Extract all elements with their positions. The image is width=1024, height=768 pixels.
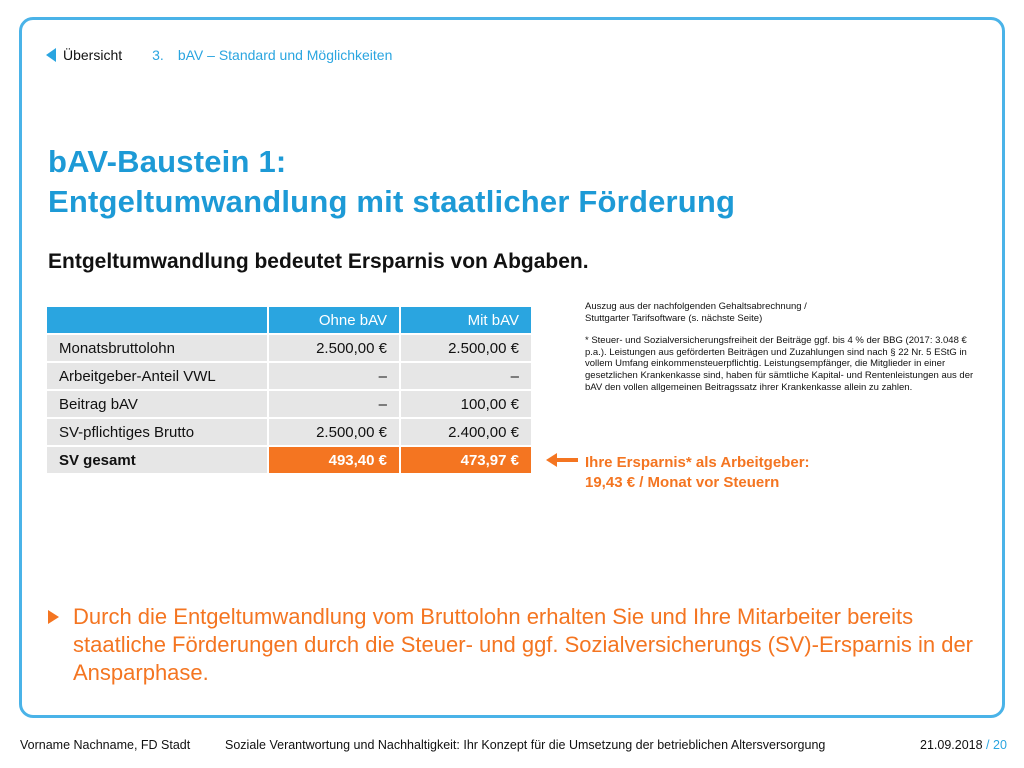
table-cell: –: [399, 363, 531, 389]
arrow-left-icon: [546, 453, 578, 467]
source-note-line1: Auszug aus der nachfolgenden Gehaltsabre…: [585, 301, 807, 312]
bullet-point: Durch die Entgeltumwandlung vom Bruttolo…: [48, 603, 988, 687]
section-number: 3.: [152, 47, 164, 63]
table-cell: SV-pflichtiges Brutto: [47, 419, 267, 445]
slide-subtitle: Entgeltumwandlung bedeutet Ersparnis von…: [48, 250, 589, 273]
footnote: * Steuer- und Sozialversicherungsfreihei…: [585, 335, 974, 393]
source-note: Auszug aus der nachfolgenden Gehaltsabre…: [585, 301, 985, 404]
section-breadcrumb: 3. bAV – Standard und Möglichkeiten: [152, 47, 392, 63]
slide-title: bAV-Baustein 1: Entgeltumwandlung mit st…: [48, 142, 735, 222]
bullet-text: Durch die Entgeltumwandlung vom Bruttolo…: [73, 604, 974, 685]
slide-title-line2: Entgeltumwandlung mit staatlicher Förder…: [48, 184, 736, 219]
footer-topic: Soziale Verantwortung und Nachhaltigkeit…: [225, 738, 826, 752]
table-cell-highlight: 493,40 €: [267, 447, 399, 473]
savings-callout: Ihre Ersparnis* als Arbeitgeber: 19,43 €…: [585, 453, 810, 493]
table-header-cell: [47, 307, 267, 333]
table-cell: 100,00 €: [399, 391, 531, 417]
table-row-total: SV gesamt 493,40 € 473,97 €: [47, 447, 531, 473]
table-cell: 2.500,00 €: [267, 335, 399, 361]
table-header-cell: Ohne bAV: [267, 307, 399, 333]
footer-date-page: 21.09.2018 / 20: [920, 738, 1007, 752]
table-cell: Beitrag bAV: [47, 391, 267, 417]
savings-line2: 19,43 € / Monat vor Steuern: [585, 474, 780, 491]
table-cell: SV gesamt: [47, 447, 267, 473]
table-cell: Arbeitgeber-Anteil VWL: [47, 363, 267, 389]
table-cell: 2.500,00 €: [399, 335, 531, 361]
overview-link[interactable]: Übersicht: [63, 47, 123, 63]
table-cell: 2.400,00 €: [399, 419, 531, 445]
table-cell: –: [267, 363, 399, 389]
table-row: SV-pflichtiges Brutto 2.500,00 € 2.400,0…: [47, 419, 531, 445]
table-row: Monatsbruttolohn 2.500,00 € 2.500,00 €: [47, 335, 531, 361]
table-row: Arbeitgeber-Anteil VWL – –: [47, 363, 531, 389]
table-cell-highlight: 473,97 €: [399, 447, 531, 473]
footer-date: 21.09.2018: [920, 738, 983, 752]
table-header-cell: Mit bAV: [399, 307, 531, 333]
table-cell: –: [267, 391, 399, 417]
comparison-table: Ohne bAV Mit bAV Monatsbruttolohn 2.500,…: [47, 305, 531, 475]
slide-title-line1: bAV-Baustein 1:: [48, 144, 287, 179]
section-title: bAV – Standard und Möglichkeiten: [177, 47, 393, 63]
table-row: Beitrag bAV – 100,00 €: [47, 391, 531, 417]
breadcrumb: Übersicht 3. bAV – Standard und Möglichke…: [46, 47, 392, 63]
table-header-row: Ohne bAV Mit bAV: [47, 307, 531, 333]
back-triangle-icon[interactable]: [46, 48, 56, 62]
savings-line1: Ihre Ersparnis* als Arbeitgeber:: [585, 454, 810, 471]
footer-page-number: 20: [993, 738, 1007, 752]
slide-frame: [19, 17, 1005, 718]
bullet-triangle-icon: [48, 610, 59, 624]
source-note-line2: Stuttgarter Tarifsoftware (s. nächste Se…: [585, 312, 763, 324]
footer-author: Vorname Nachname, FD Stadt: [20, 738, 191, 752]
table-cell: 2.500,00 €: [267, 419, 399, 445]
footer-separator: /: [986, 738, 990, 752]
table-cell: Monatsbruttolohn: [47, 335, 267, 361]
